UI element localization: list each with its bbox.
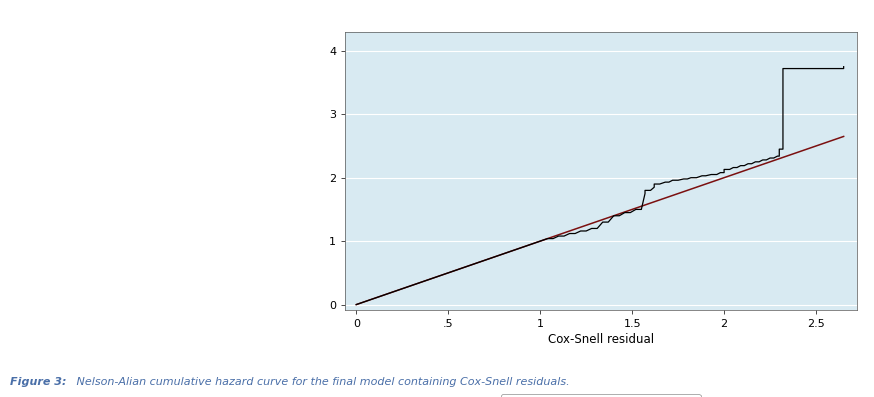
Text: Nelson-Alian cumulative hazard curve for the final model containing Cox-Snell re: Nelson-Alian cumulative hazard curve for…: [73, 377, 570, 387]
Text: Figure 3:: Figure 3:: [10, 377, 67, 387]
Legend: H, Cox-Snell residual: H, Cox-Snell residual: [501, 394, 701, 397]
X-axis label: Cox-Snell residual: Cox-Snell residual: [548, 333, 654, 346]
